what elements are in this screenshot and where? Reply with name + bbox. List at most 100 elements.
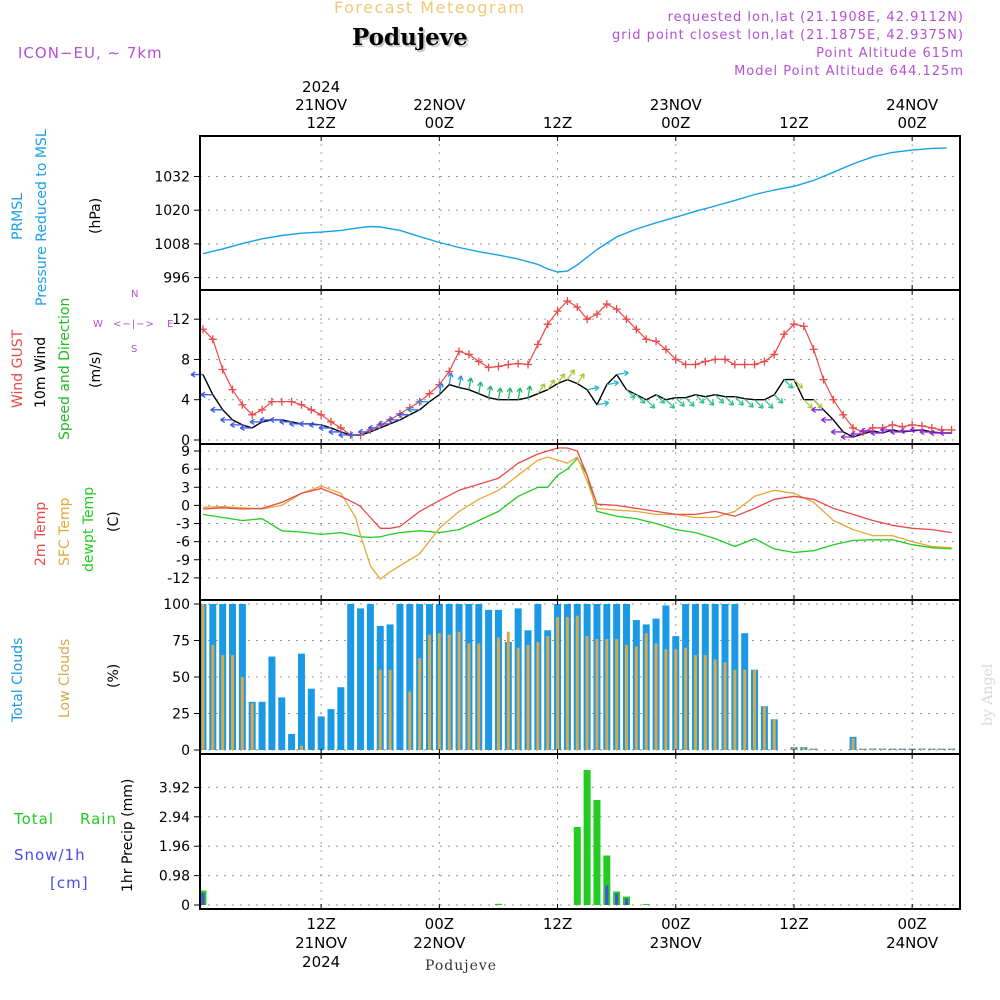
wind-direction-arrow xyxy=(821,416,834,423)
wind-direction-arrow xyxy=(249,418,263,426)
wind-direction-arrow xyxy=(675,397,685,407)
wind-gust-marker xyxy=(908,420,917,429)
wind-direction-arrow xyxy=(899,427,913,435)
wind-gust-marker xyxy=(277,397,286,406)
time-label-bottom: 22NOV xyxy=(413,934,466,952)
y-tick-label: 0 xyxy=(181,743,190,759)
y-tick-label: 2.94 xyxy=(159,810,190,826)
wind-direction-arrow xyxy=(880,426,893,434)
axis-text-layer: 99610081020103204812-12-9-6-303690255075… xyxy=(154,78,939,971)
wind-gust-marker xyxy=(809,345,818,354)
snow-bar xyxy=(625,898,629,905)
low-clouds-bar xyxy=(753,669,757,750)
low-clouds-bar xyxy=(615,639,619,750)
time-label-bottom: 00Z xyxy=(425,915,454,933)
wind-direction-arrow xyxy=(397,411,410,418)
wind-direction-arrow xyxy=(308,421,322,429)
time-label-top: 00Z xyxy=(661,114,690,132)
wind-gust-marker xyxy=(681,360,690,369)
wind-direction-arrow xyxy=(754,399,764,409)
low-clouds-bar xyxy=(536,641,540,750)
wind-direction-arrow xyxy=(939,429,952,437)
time-label-top: 00Z xyxy=(897,114,926,132)
low-clouds-bar xyxy=(802,747,806,750)
wind-gust-marker xyxy=(652,337,661,346)
y-tick-label: 0.98 xyxy=(159,869,190,885)
total-clouds-bar xyxy=(337,687,345,750)
compass-n: N xyxy=(131,289,140,300)
pressure-unit-label: (hPa) xyxy=(88,197,104,234)
wind-direction-arrow xyxy=(803,399,813,409)
wind-direction-arrow xyxy=(744,398,754,408)
time-label-top: 23NOV xyxy=(650,96,703,114)
grid-point-coords: grid point closest lon,lat (21.1875E, 42… xyxy=(612,28,964,43)
y-tick-label: 1020 xyxy=(154,203,190,219)
wind-direction-arrow xyxy=(773,394,784,404)
y-tick-label: 8 xyxy=(181,352,190,368)
wind-gust-marker xyxy=(336,423,345,432)
low-clouds-bar xyxy=(605,639,609,750)
time-label-top: 2024 xyxy=(302,78,340,96)
wind-direction-arrow xyxy=(318,424,332,432)
wind-gust-marker xyxy=(789,320,798,329)
wind-gust-marker xyxy=(297,400,306,409)
low-clouds-bar xyxy=(378,669,382,750)
snow-bar xyxy=(201,893,205,905)
wind-dir-label: Speed and Direction xyxy=(57,297,73,440)
wind-gust-marker xyxy=(927,423,936,432)
wind-direction-arrow xyxy=(830,428,844,436)
wind-gust-marker xyxy=(267,397,276,406)
low-clouds-bar xyxy=(664,649,668,750)
wind-direction-arrow xyxy=(919,428,932,436)
wind-direction-arrow xyxy=(635,394,646,404)
low-clouds-bar xyxy=(890,748,894,750)
wind-gust-marker xyxy=(228,385,237,394)
low-clouds-bar xyxy=(762,706,766,750)
y-tick-label: 996 xyxy=(163,271,190,287)
y-tick-label: 4 xyxy=(181,393,190,409)
low-clouds-bar xyxy=(418,658,422,750)
wind-direction-arrow xyxy=(467,377,474,390)
rain-bar xyxy=(642,904,650,905)
low-clouds-bar xyxy=(713,659,717,750)
low-clouds-bar xyxy=(447,634,451,750)
wind-gust-marker xyxy=(721,355,730,364)
total-clouds-bar xyxy=(406,604,414,750)
wind-gust-marker xyxy=(770,350,779,359)
wind-direction-arrow xyxy=(269,416,282,423)
precip-rain-label: Rain xyxy=(80,810,117,828)
wind-direction-arrow xyxy=(557,373,566,384)
time-label-top: 24NOV xyxy=(886,96,939,114)
rain-bar xyxy=(573,827,581,905)
wind-gust-marker xyxy=(563,297,572,306)
wind-direction-arrow xyxy=(516,387,523,400)
total-clouds-bar xyxy=(268,656,276,750)
wind-gust-marker xyxy=(573,303,582,312)
wind-direction-arrow xyxy=(813,399,823,409)
temp-sfc-label: SFC Temp xyxy=(57,497,73,566)
panel-frame-temp xyxy=(199,443,961,601)
y-tick-label: 9 xyxy=(181,444,190,460)
wind-gust-marker xyxy=(799,322,808,331)
wind-gust-marker xyxy=(602,300,611,309)
wind-direction-arrow xyxy=(437,382,444,395)
wind-gust-marker xyxy=(918,421,927,430)
low-clouds-bar xyxy=(388,669,392,750)
requested-coords: requested lon,lat (21.1908E, 42.9112N) xyxy=(667,10,964,25)
pressure-line xyxy=(202,147,947,273)
panel-frame-pressure xyxy=(199,135,961,291)
wind-gust-label: Wind GUST xyxy=(10,329,26,408)
wind-direction-arrow xyxy=(870,429,883,437)
low-clouds-bar xyxy=(930,748,934,750)
time-label-bottom: 21NOV xyxy=(295,934,348,952)
low-clouds-bar xyxy=(221,655,225,750)
time-label-top: 21NOV xyxy=(295,96,348,114)
wind-direction-arrow xyxy=(665,399,676,409)
total-clouds-bar xyxy=(258,701,266,750)
wind-gust-marker xyxy=(612,305,621,314)
wind-gust-marker xyxy=(238,400,247,409)
rain-bar xyxy=(494,903,502,905)
y-tick-label: 100 xyxy=(163,597,190,613)
low-clouds-bar xyxy=(703,655,707,750)
wind-gust-marker xyxy=(583,315,592,324)
